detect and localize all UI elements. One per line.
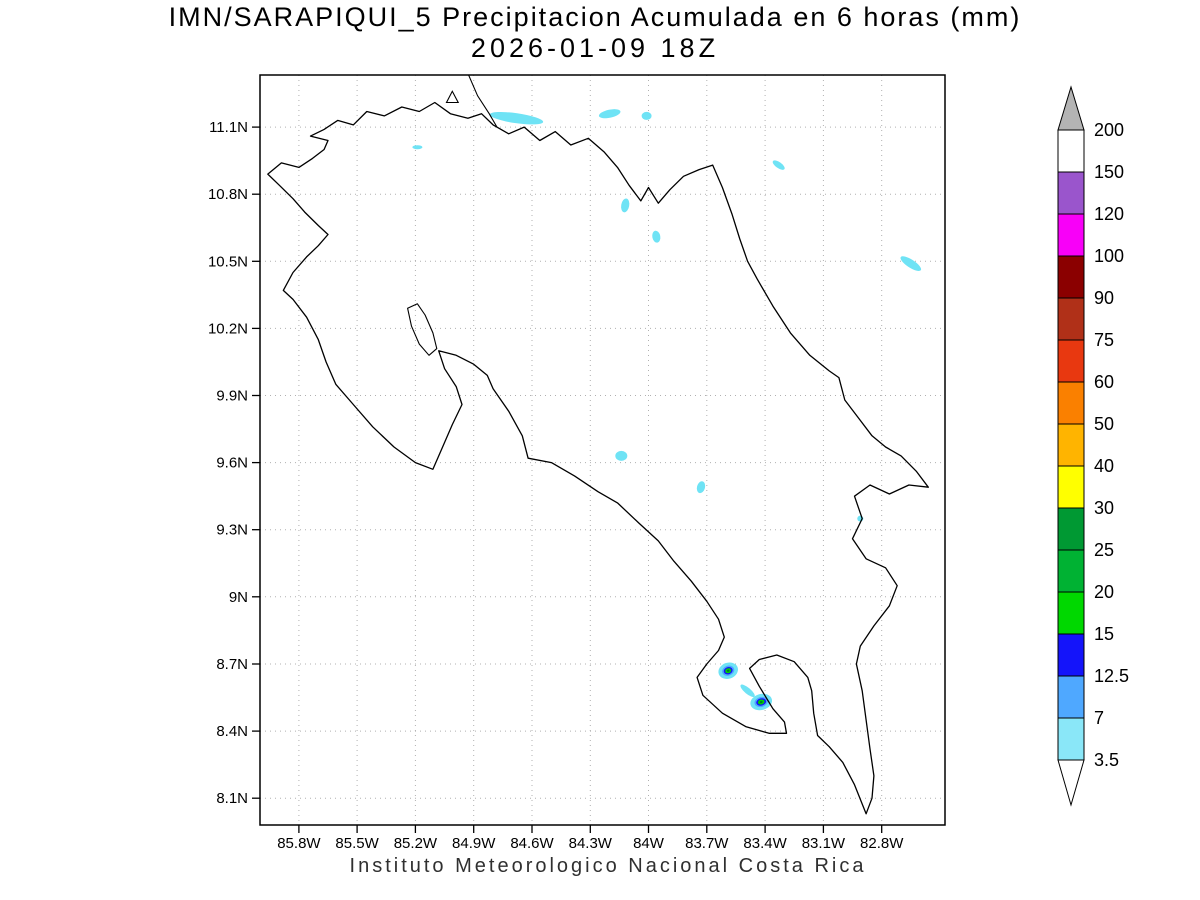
precip-spot (621, 198, 630, 213)
lat-tick-label: 8.4N (216, 723, 248, 740)
precip-level-low (598, 109, 621, 119)
colorbar: 200 150 120 100 90 75 60 50 40 30 25 20 15 12.5 7 3.5 (1057, 85, 1129, 807)
colorbar-label: 50 (1094, 414, 1114, 434)
lon-tick-label: 83.7W (685, 835, 729, 852)
colorbar-label: 20 (1094, 582, 1114, 602)
plot-border (259, 74, 946, 826)
precip-level-low (652, 230, 661, 243)
lat-tick-label: 10.8N (208, 186, 248, 203)
precip-spot (598, 109, 621, 119)
precip-level-low (696, 481, 706, 494)
colorbar-segment (1057, 255, 1085, 299)
lat-tick-label: 10.5N (208, 253, 248, 270)
lon-tick-label: 84W (633, 835, 665, 852)
colorbar-segment (1057, 423, 1085, 467)
precip-level-core (759, 700, 763, 704)
colorbar-label: 15 (1094, 624, 1114, 644)
precipitation-shading (412, 109, 922, 711)
axis-ticks (252, 126, 883, 833)
precip-level-low (740, 684, 755, 698)
colorbar-segment (1057, 213, 1085, 257)
lake-nicaragua-shore (467, 75, 498, 128)
colorbar-segment (1057, 381, 1085, 425)
lon-tick-label: 84.6W (510, 835, 554, 852)
colorbar-label: 60 (1094, 372, 1114, 392)
precip-spot (641, 111, 652, 120)
axis-labels: 85.8W 85.5W 85.2W 84.9W 84.6W 84.3W 84W 83.7W 83… (208, 119, 904, 852)
colorbar-segment (1057, 717, 1085, 761)
colorbar-label: 12.5 (1094, 666, 1129, 686)
colorbar-segment (1057, 129, 1085, 173)
lon-tick-label: 85.2W (394, 835, 438, 852)
precip-spot (772, 160, 785, 170)
precip-level-low (489, 111, 544, 125)
colorbar-segment (1057, 171, 1085, 215)
precip-level-core (726, 669, 730, 672)
plot-frame (259, 74, 946, 826)
lake-island-outline (445, 90, 460, 104)
colorbar-label: 150 (1094, 162, 1124, 182)
colorbar-below-triangle (1057, 759, 1085, 807)
precip-spot (412, 145, 423, 150)
lat-tick-label: 9N (229, 589, 248, 606)
caption-institute: Instituto Meteorologico Nacional Costa R… (349, 855, 867, 877)
colorbar-label: 75 (1094, 330, 1114, 350)
plot-title: IMN/SARAPIQUI_5 Precipitacion Acumulada … (168, 2, 1022, 32)
gridlines (260, 75, 945, 825)
colorbar-label: 40 (1094, 456, 1114, 476)
lon-tick-label: 85.8W (277, 835, 321, 852)
lon-tick-label: 83.4W (743, 835, 787, 852)
lat-tick-label: 9.9N (216, 388, 248, 405)
colorbar-above-triangle (1057, 85, 1085, 131)
colorbar-segment (1057, 297, 1085, 341)
plot-subtitle: 2026-01-09 18Z (470, 33, 720, 63)
colorbar-segment (1057, 465, 1085, 509)
precip-level-low (641, 111, 652, 120)
lat-tick-label: 8.7N (216, 656, 248, 673)
precip-level-low (412, 145, 423, 150)
costa-rica-coastline (267, 75, 929, 815)
colorbar-label: 200 (1094, 120, 1124, 140)
colorbar-label: 100 (1094, 246, 1124, 266)
lon-tick-label: 82.8W (860, 835, 904, 852)
colorbar-label: 25 (1094, 540, 1114, 560)
precip-spot (900, 256, 922, 271)
lon-tick-label: 83.1W (802, 835, 846, 852)
colorbar-segment (1057, 507, 1085, 551)
colorbar-label: 90 (1094, 288, 1114, 308)
lon-tick-label: 85.5W (335, 835, 379, 852)
precip-spot (696, 481, 706, 494)
lat-tick-label: 8.1N (216, 790, 248, 807)
colorbar-label: 3.5 (1094, 750, 1119, 770)
colorbar-label: 120 (1094, 204, 1124, 224)
precip-level-low (900, 256, 922, 271)
precip-level-low (772, 160, 785, 170)
lat-tick-label: 10.2N (208, 320, 248, 337)
coastline-path (267, 101, 929, 815)
colorbar-segment (1057, 549, 1085, 593)
colorbar-label: 7 (1094, 708, 1104, 728)
precip-spot (615, 450, 628, 461)
precip-level-low (621, 198, 630, 213)
lon-tick-label: 84.3W (569, 835, 613, 852)
lat-tick-label: 9.6N (216, 455, 248, 472)
colorbar-segment (1057, 591, 1085, 635)
lat-tick-label: 9.3N (216, 522, 248, 539)
precip-level-low (615, 450, 628, 461)
precip-spot (652, 230, 661, 243)
lat-tick-label: 11.1N (209, 119, 248, 136)
tempisque-estuary-outline (407, 303, 438, 356)
colorbar-label: 30 (1094, 498, 1114, 518)
colorbar-segment (1057, 339, 1085, 383)
lon-tick-label: 84.9W (452, 835, 496, 852)
colorbar-segment (1057, 633, 1085, 677)
colorbar-segment (1057, 675, 1085, 719)
precip-spot (489, 111, 544, 125)
precip-spot (740, 684, 755, 698)
precip-spot (718, 662, 738, 679)
